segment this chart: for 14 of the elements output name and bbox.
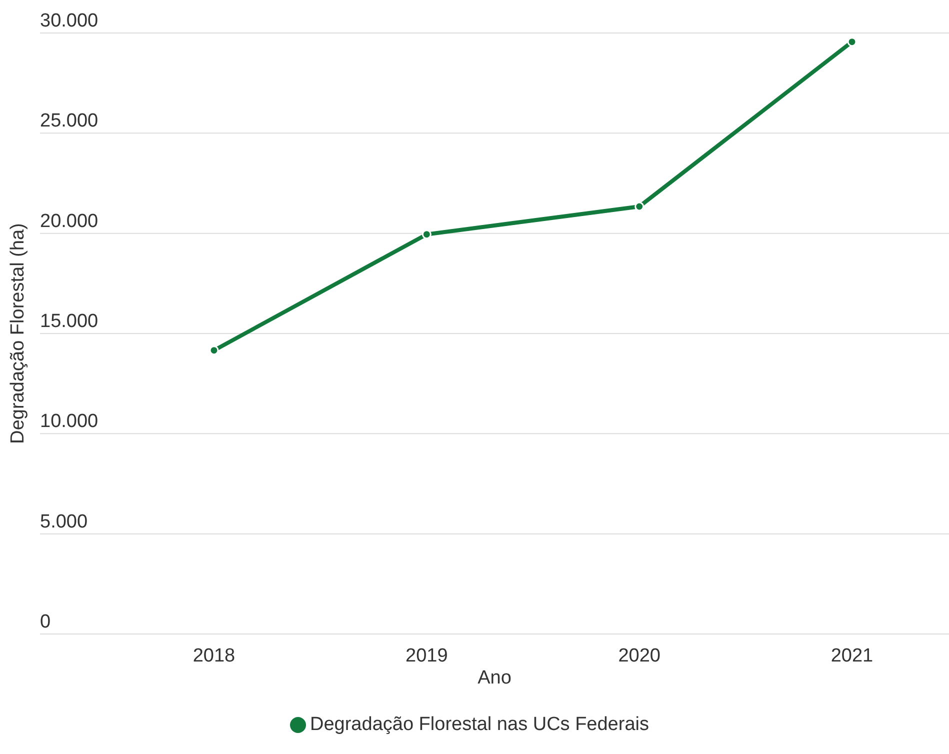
x-tick-label: 2018 xyxy=(192,645,236,666)
y-tick-label: 30.000 xyxy=(40,10,98,32)
x-tick-label: 2021 xyxy=(830,645,874,666)
y-tick-label: 25.000 xyxy=(40,110,98,132)
x-axis-title: Ano xyxy=(478,667,512,688)
y-axis-title: Degradação Florestal (ha) xyxy=(8,223,29,444)
y-tick-label: 20.000 xyxy=(40,210,98,232)
y-tick-label: 0 xyxy=(40,612,51,632)
y-tick-label: 5.000 xyxy=(40,511,88,532)
x-tick-label: 2020 xyxy=(618,645,660,666)
legend-label: Degradação Florestal nas UCs Federais xyxy=(310,714,649,735)
y-tick-label: 10.000 xyxy=(40,411,98,432)
x-tick-label: 2019 xyxy=(406,645,448,666)
y-tick-label: 15.000 xyxy=(40,311,98,332)
